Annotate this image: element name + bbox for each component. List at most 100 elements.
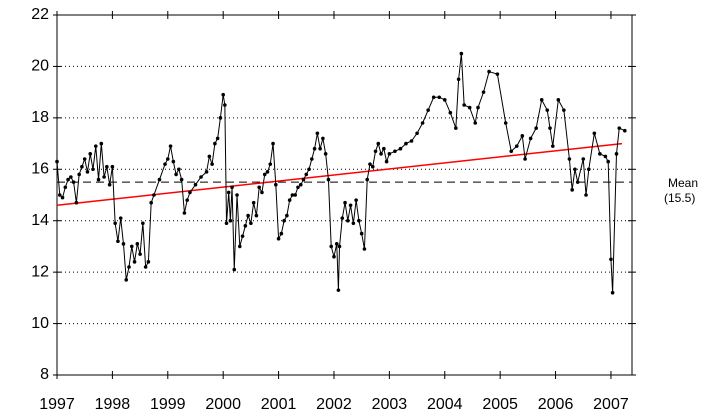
data-point bbox=[603, 154, 608, 159]
data-point bbox=[409, 139, 414, 143]
data-point bbox=[74, 200, 79, 205]
data-point bbox=[384, 159, 389, 164]
data-point bbox=[437, 95, 442, 100]
data-point bbox=[442, 98, 447, 102]
x-tick-label: 2004 bbox=[427, 396, 463, 413]
data-point bbox=[481, 90, 486, 94]
data-point bbox=[337, 244, 342, 249]
data-point bbox=[562, 108, 566, 112]
data-point bbox=[66, 177, 70, 182]
y-tick-label: 12 bbox=[31, 263, 49, 280]
data-point bbox=[398, 146, 403, 151]
data-point bbox=[307, 167, 311, 172]
data-point bbox=[415, 131, 419, 136]
data-point bbox=[279, 231, 284, 236]
data-point bbox=[127, 265, 131, 269]
y-tick-label: 22 bbox=[31, 6, 49, 23]
data-point bbox=[456, 77, 461, 82]
data-point bbox=[487, 69, 491, 74]
data-point bbox=[141, 221, 145, 226]
data-point bbox=[431, 95, 436, 100]
data-point bbox=[82, 157, 87, 161]
data-point bbox=[210, 162, 214, 166]
x-tick-label: 1998 bbox=[95, 396, 131, 413]
data-point bbox=[348, 203, 353, 208]
data-point bbox=[476, 105, 480, 110]
data-point bbox=[528, 136, 533, 141]
data-point bbox=[617, 126, 622, 130]
data-point bbox=[336, 288, 341, 292]
data-point bbox=[622, 128, 627, 133]
data-point bbox=[373, 149, 378, 154]
y-tick-label: 14 bbox=[31, 212, 49, 229]
data-point bbox=[321, 136, 325, 141]
data-point bbox=[230, 185, 234, 190]
data-point bbox=[218, 116, 223, 120]
data-point bbox=[462, 103, 466, 107]
data-point bbox=[199, 175, 203, 179]
data-point bbox=[60, 195, 65, 200]
data-point bbox=[146, 260, 151, 264]
data-point bbox=[581, 157, 586, 161]
data-point bbox=[265, 170, 270, 174]
data-point bbox=[221, 92, 225, 97]
data-point bbox=[260, 190, 264, 195]
data-point bbox=[282, 218, 286, 223]
data-point bbox=[240, 234, 245, 238]
data-point bbox=[88, 152, 93, 156]
data-point bbox=[293, 193, 297, 197]
data-point bbox=[246, 213, 250, 218]
data-point bbox=[232, 267, 237, 272]
data-point bbox=[174, 172, 178, 177]
data-point bbox=[509, 149, 514, 154]
data-point bbox=[357, 218, 361, 223]
data-point bbox=[514, 144, 519, 148]
data-point bbox=[448, 110, 453, 115]
data-point bbox=[135, 242, 140, 246]
data-point bbox=[55, 159, 59, 164]
mean-label: (15.5) bbox=[664, 191, 695, 205]
data-point bbox=[116, 239, 120, 244]
data-point bbox=[71, 180, 76, 184]
data-point bbox=[224, 221, 229, 226]
data-point bbox=[523, 157, 527, 161]
data-point bbox=[379, 152, 383, 156]
data-point bbox=[534, 126, 538, 130]
mean-label: Mean bbox=[668, 176, 698, 190]
data-point bbox=[132, 260, 137, 264]
data-point bbox=[359, 231, 364, 236]
data-point bbox=[298, 182, 303, 187]
data-point bbox=[138, 252, 142, 256]
data-point bbox=[503, 121, 508, 125]
data-point bbox=[334, 242, 339, 246]
data-point bbox=[426, 108, 430, 112]
data-point bbox=[326, 177, 331, 182]
data-point bbox=[274, 182, 278, 187]
y-tick-label: 8 bbox=[40, 366, 49, 383]
data-point bbox=[204, 170, 209, 174]
data-point bbox=[473, 121, 478, 125]
data-point bbox=[118, 216, 123, 220]
data-point bbox=[609, 257, 613, 262]
y-tick-label: 20 bbox=[31, 58, 49, 75]
data-point bbox=[584, 193, 588, 197]
data-point bbox=[304, 172, 309, 177]
data-point bbox=[340, 216, 345, 220]
data-point bbox=[124, 278, 129, 282]
data-point bbox=[85, 170, 90, 174]
data-point bbox=[182, 211, 187, 215]
data-point bbox=[168, 144, 173, 148]
data-point bbox=[93, 144, 98, 148]
data-point bbox=[332, 254, 336, 259]
data-point bbox=[598, 152, 602, 156]
data-point bbox=[296, 185, 300, 190]
x-tick-label: 2005 bbox=[482, 396, 518, 413]
data-point bbox=[107, 182, 112, 187]
data-point bbox=[315, 131, 320, 136]
y-tick-label: 16 bbox=[31, 161, 49, 178]
data-point bbox=[567, 157, 572, 161]
data-point bbox=[592, 131, 597, 136]
plot-frame bbox=[56, 14, 633, 376]
data-point bbox=[215, 136, 220, 141]
